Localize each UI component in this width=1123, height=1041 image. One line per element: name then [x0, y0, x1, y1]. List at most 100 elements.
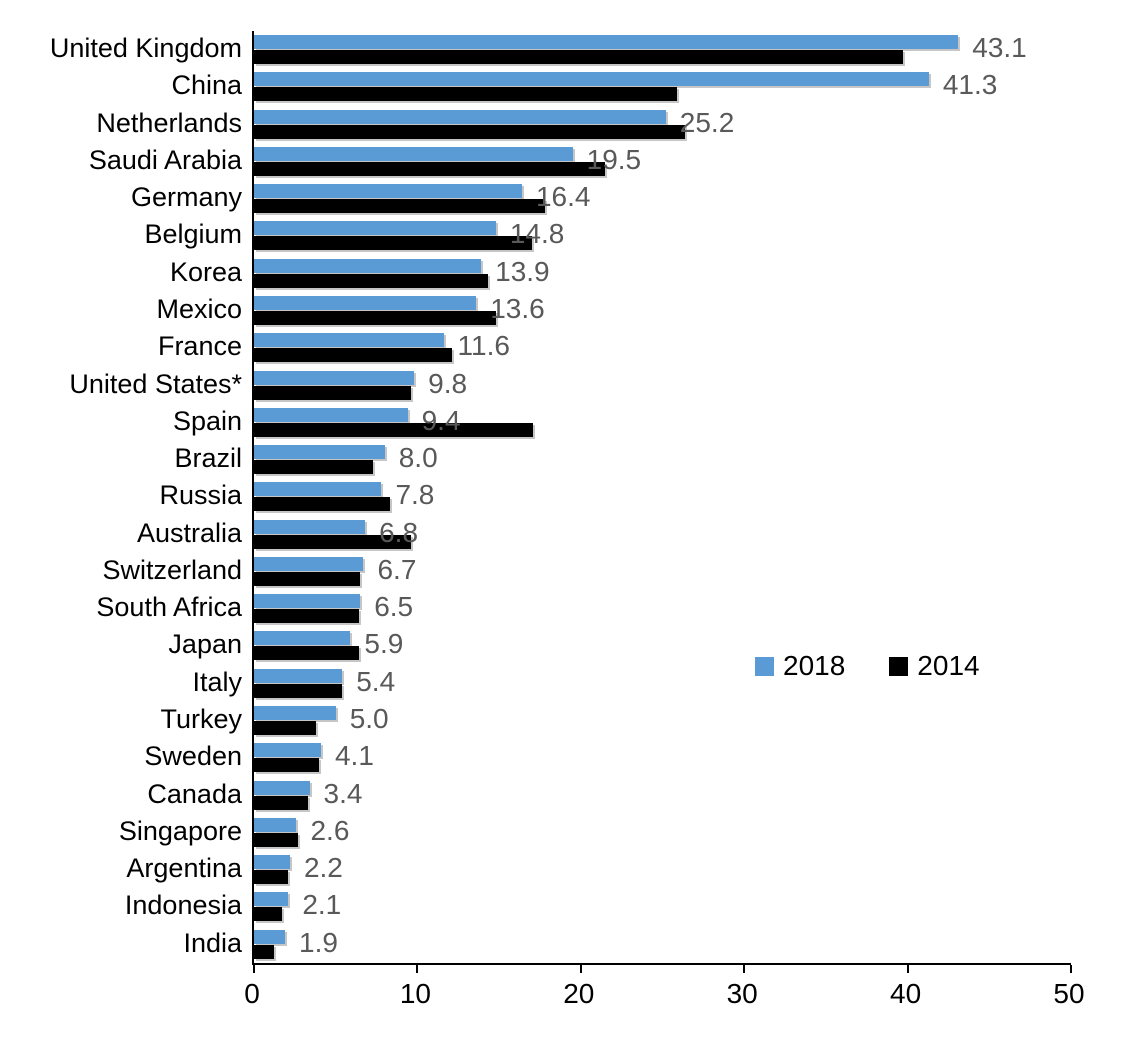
bar-2014 [254, 460, 374, 475]
bar-2014 [254, 310, 496, 325]
category-label: Singapore [118, 815, 242, 846]
bar-2018 [254, 706, 336, 721]
bar-2014 [254, 50, 903, 64]
legend-entry-2018: 2018 [755, 652, 845, 680]
value-label: 19.5 [586, 143, 642, 175]
bar-2014 [254, 832, 299, 847]
bar-2018 [254, 184, 522, 199]
category-row: Germany 16.4 [131, 180, 1071, 217]
bar-2018 [254, 445, 385, 460]
bar-2014 [254, 870, 289, 885]
category-label: Turkey [160, 704, 242, 735]
bar-2018 [254, 892, 289, 907]
category-label: South Africa [96, 592, 242, 623]
value-label: 2.1 [302, 889, 342, 921]
category-label: United States* [69, 368, 242, 399]
category-row: Australia 6.8 [137, 516, 1071, 553]
category-label: France [157, 331, 242, 362]
value-label: 7.8 [395, 479, 435, 511]
bar-2014 [254, 758, 320, 773]
bar-2018 [254, 519, 366, 534]
category-label: China [171, 70, 242, 101]
value-label: 16.4 [535, 181, 591, 213]
category-label: Canada [147, 778, 242, 809]
bar-2014 [254, 422, 534, 437]
bar-2014 [254, 571, 361, 586]
category-row: Saudi Arabia 19.5 [89, 143, 1071, 180]
bar-2018 [254, 780, 310, 795]
bar-2014 [254, 646, 359, 661]
category-row: Canada 3.4 [147, 777, 1071, 814]
x-axis-tick [906, 965, 909, 973]
x-axis-tick-label: 10 [399, 978, 431, 1009]
bar-2018 [254, 333, 444, 348]
category-label: Saudi Arabia [88, 144, 242, 175]
bar-2018 [254, 556, 364, 571]
bar-2018 [254, 258, 482, 273]
category-label: India [183, 927, 242, 958]
category-label: Russia [159, 480, 242, 511]
category-row: Argentina 2.2 [126, 851, 1071, 888]
category-row: Japan 5.9 [168, 627, 1071, 664]
value-label: 11.6 [457, 330, 510, 362]
bar-2014 [254, 907, 282, 922]
value-label: 8.0 [398, 442, 438, 474]
x-axis-tick-label: 40 [890, 978, 922, 1009]
value-label: 2.6 [310, 814, 350, 846]
x-axis-tick [579, 965, 582, 973]
bar-2018 [254, 594, 361, 609]
category-row: Mexico 13.6 [156, 292, 1071, 329]
category-row: Spain 9.4 [173, 404, 1071, 441]
value-label: 2.2 [303, 852, 343, 884]
bar-2014 [254, 236, 532, 251]
bar-2014 [254, 273, 488, 288]
category-label: Korea [169, 256, 242, 287]
category-row: China 41.3 [171, 68, 1071, 105]
category-row: Brazil 8.0 [174, 441, 1071, 478]
category-row: Switzerland 6.7 [102, 553, 1071, 590]
category-row: France 11.6 [158, 329, 1071, 366]
category-row: United States* 9.8 [69, 367, 1071, 404]
legend-swatch-2014 [889, 656, 909, 676]
value-label: 13.9 [495, 255, 550, 287]
legend-label-2014: 2014 [917, 650, 980, 681]
x-axis-tick-label: 20 [563, 978, 595, 1009]
bar-2014 [254, 497, 390, 512]
category-row: Turkey 5.0 [160, 702, 1071, 739]
x-axis-tick-label: 50 [1053, 978, 1085, 1009]
bar-2018 [254, 817, 297, 832]
bar-2014 [254, 385, 411, 400]
category-label: Sweden [144, 741, 242, 772]
bar-2018 [254, 668, 343, 683]
bar-2018 [254, 146, 573, 161]
bar-2014 [254, 721, 317, 736]
legend-swatch-2018 [755, 656, 774, 676]
bar-2014 [254, 348, 452, 363]
category-label: Japan [168, 629, 242, 660]
value-label: 6.8 [379, 516, 419, 548]
x-axis-tick [253, 965, 255, 973]
bar-2014 [254, 87, 678, 102]
category-label: Switzerland [102, 554, 242, 585]
value-label: 5.0 [349, 703, 389, 735]
value-label: 25.2 [679, 106, 735, 138]
value-label: 3.4 [323, 777, 363, 809]
category-label: Argentina [126, 853, 242, 884]
category-label: Germany [130, 182, 242, 213]
bar-2018 [254, 407, 408, 422]
category-label: Brazil [174, 443, 242, 474]
bar-2014 [254, 534, 411, 549]
category-row: Belgium 14.8 [144, 217, 1071, 254]
bar-2014 [254, 609, 359, 624]
value-label: 6.5 [374, 591, 414, 623]
plot-area: United Kingdom 43.1 China 41.3 Netherlands 25… [50, 31, 1072, 973]
bar-2014 [254, 795, 308, 810]
x-axis-tick [743, 965, 746, 973]
value-label: 5.4 [356, 665, 396, 697]
category-label: Australia [136, 517, 242, 548]
value-label: 1.9 [299, 926, 338, 958]
bar-2018 [254, 482, 382, 497]
legend: 2018 2014 [755, 652, 980, 680]
category-row: Netherlands 25.2 [96, 106, 1071, 143]
